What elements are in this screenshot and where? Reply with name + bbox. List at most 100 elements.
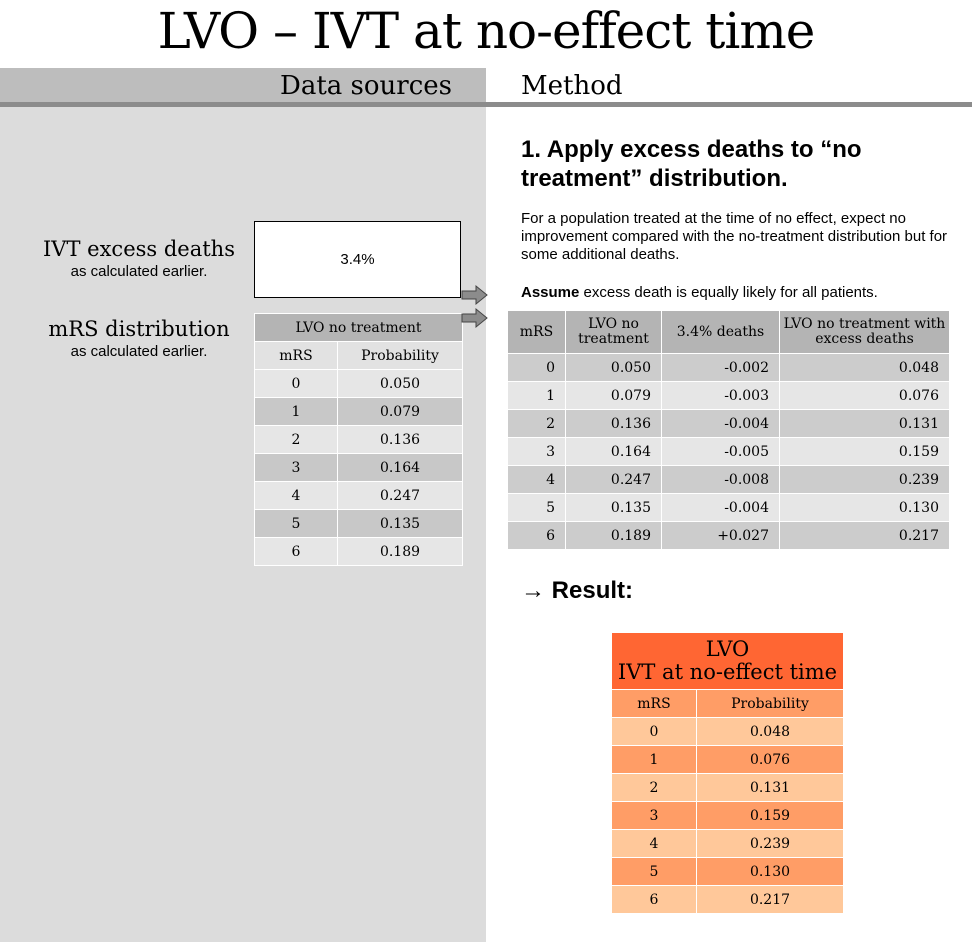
table-row: 1 0.079 -0.003 0.076 (507, 381, 950, 410)
table-cell: -0.004 (661, 409, 780, 438)
table-cell: 6 (611, 885, 697, 914)
excess-deaths-label: IVT excess deaths (43, 237, 235, 261)
table-cell: -0.008 (661, 465, 780, 494)
table-cell: 0.159 (779, 437, 950, 466)
table-cell: +0.027 (661, 521, 780, 550)
table-cell: 0.048 (696, 717, 844, 746)
table-row: 6 0.189 (254, 537, 463, 566)
mrs-distribution-label: mRS distribution (48, 317, 230, 341)
table-row: 0 0.048 (611, 717, 844, 746)
table-row: 5 0.135 (254, 509, 463, 538)
table-cell: 3 (611, 801, 697, 830)
table-cell: 0 (611, 717, 697, 746)
result-title-line2: IVT at no-effect time (617, 660, 838, 684)
table-cell: 2 (254, 425, 338, 454)
table-cell: 0.189 (337, 537, 463, 566)
method-heading: Method (521, 71, 623, 101)
table-cell: -0.004 (661, 493, 780, 522)
table-cell: 2 (611, 773, 697, 802)
table-row: 3 0.159 (611, 801, 844, 830)
method-col-deaths: 3.4% deaths (661, 310, 780, 354)
table-cell: -0.003 (661, 381, 780, 410)
method-step-title: 1. Apply excess deaths to “no treatment”… (521, 136, 862, 192)
table-cell: 0.247 (565, 465, 662, 494)
excess-deaths-value-box: 3.4% (254, 221, 461, 298)
table-cell: 0.164 (565, 437, 662, 466)
table-cell: 0 (507, 353, 566, 382)
method-col-with-excess: LVO no treatment with excess deaths (779, 310, 950, 354)
table-cell: 5 (507, 493, 566, 522)
table-row: 1 0.076 (611, 745, 844, 774)
excess-deaths-sublabel: as calculated earlier. (70, 263, 208, 280)
table-cell: 0 (254, 369, 338, 398)
result-col-mrs: mRS (611, 689, 697, 718)
source-table-col-probability: Probability (337, 341, 463, 370)
result-label: → Result: (521, 577, 634, 604)
data-sources-heading: Data sources (279, 71, 452, 101)
table-row: 5 0.130 (611, 857, 844, 886)
excess-deaths-value: 3.4% (340, 251, 375, 268)
table-cell: 0.131 (696, 773, 844, 802)
table-cell: 3 (254, 453, 338, 482)
excess-deaths-arrow-icon (461, 284, 488, 306)
table-cell: 0.159 (696, 801, 844, 830)
table-cell: 3 (507, 437, 566, 466)
header-rule (0, 102, 972, 107)
method-assumption: Assume excess death is equally likely fo… (521, 284, 951, 302)
source-table-title: LVO no treatment (254, 313, 463, 342)
assume-keyword: Assume (521, 284, 580, 301)
result-title-line1: LVO (705, 637, 750, 661)
table-cell: 0.136 (565, 409, 662, 438)
table-cell: 1 (254, 397, 338, 426)
result-table-title: LVO IVT at no-effect time (611, 632, 844, 690)
table-cell: 6 (254, 537, 338, 566)
table-cell: 0.130 (696, 857, 844, 886)
method-col-no-treatment: LVO no treatment (565, 310, 662, 354)
table-cell: -0.002 (661, 353, 780, 382)
table-cell: 0.247 (337, 481, 463, 510)
table-cell: 0.239 (779, 465, 950, 494)
table-cell: 0.135 (337, 509, 463, 538)
table-cell: 0.048 (779, 353, 950, 382)
table-cell: 0.079 (337, 397, 463, 426)
table-cell: 0.217 (696, 885, 844, 914)
table-cell: 4 (507, 465, 566, 494)
table-row: 2 0.136 -0.004 0.131 (507, 409, 950, 438)
table-cell: -0.005 (661, 437, 780, 466)
method-description: For a population treated at the time of … (521, 210, 948, 263)
table-cell: 4 (254, 481, 338, 510)
table-cell: 0.239 (696, 829, 844, 858)
table-row: 2 0.131 (611, 773, 844, 802)
table-cell: 5 (254, 509, 338, 538)
table-row: 6 0.189 +0.027 0.217 (507, 521, 950, 550)
table-row: 0 0.050 (254, 369, 463, 398)
table-cell: 1 (507, 381, 566, 410)
result-col-probability: Probability (696, 689, 844, 718)
result-distribution-table: LVO IVT at no-effect time mRS Probability… (611, 632, 844, 914)
table-cell: 1 (611, 745, 697, 774)
table-row: 2 0.136 (254, 425, 463, 454)
table-cell: 0.130 (779, 493, 950, 522)
table-cell: 0.164 (337, 453, 463, 482)
table-cell: 0.189 (565, 521, 662, 550)
table-row: 4 0.247 -0.008 0.239 (507, 465, 950, 494)
table-cell: 0.217 (779, 521, 950, 550)
table-cell: 0.135 (565, 493, 662, 522)
source-distribution-table: LVO no treatment mRS Probability 0 0.050 … (254, 313, 463, 566)
table-cell: 0.131 (779, 409, 950, 438)
table-cell: 0.076 (696, 745, 844, 774)
table-row: 1 0.079 (254, 397, 463, 426)
table-cell: 4 (611, 829, 697, 858)
table-row: 6 0.217 (611, 885, 844, 914)
table-cell: 0.050 (337, 369, 463, 398)
table-row: 4 0.247 (254, 481, 463, 510)
table-row: 4 0.239 (611, 829, 844, 858)
table-row: 3 0.164 (254, 453, 463, 482)
page-title: LVO – IVT at no-effect time (157, 2, 816, 60)
table-cell: 5 (611, 857, 697, 886)
table-cell: 0.079 (565, 381, 662, 410)
table-row: 5 0.135 -0.004 0.130 (507, 493, 950, 522)
table-cell: 0.076 (779, 381, 950, 410)
table-row: 0 0.050 -0.002 0.048 (507, 353, 950, 382)
method-calculation-table: mRS LVO no treatment 3.4% deaths LVO no … (507, 310, 950, 550)
